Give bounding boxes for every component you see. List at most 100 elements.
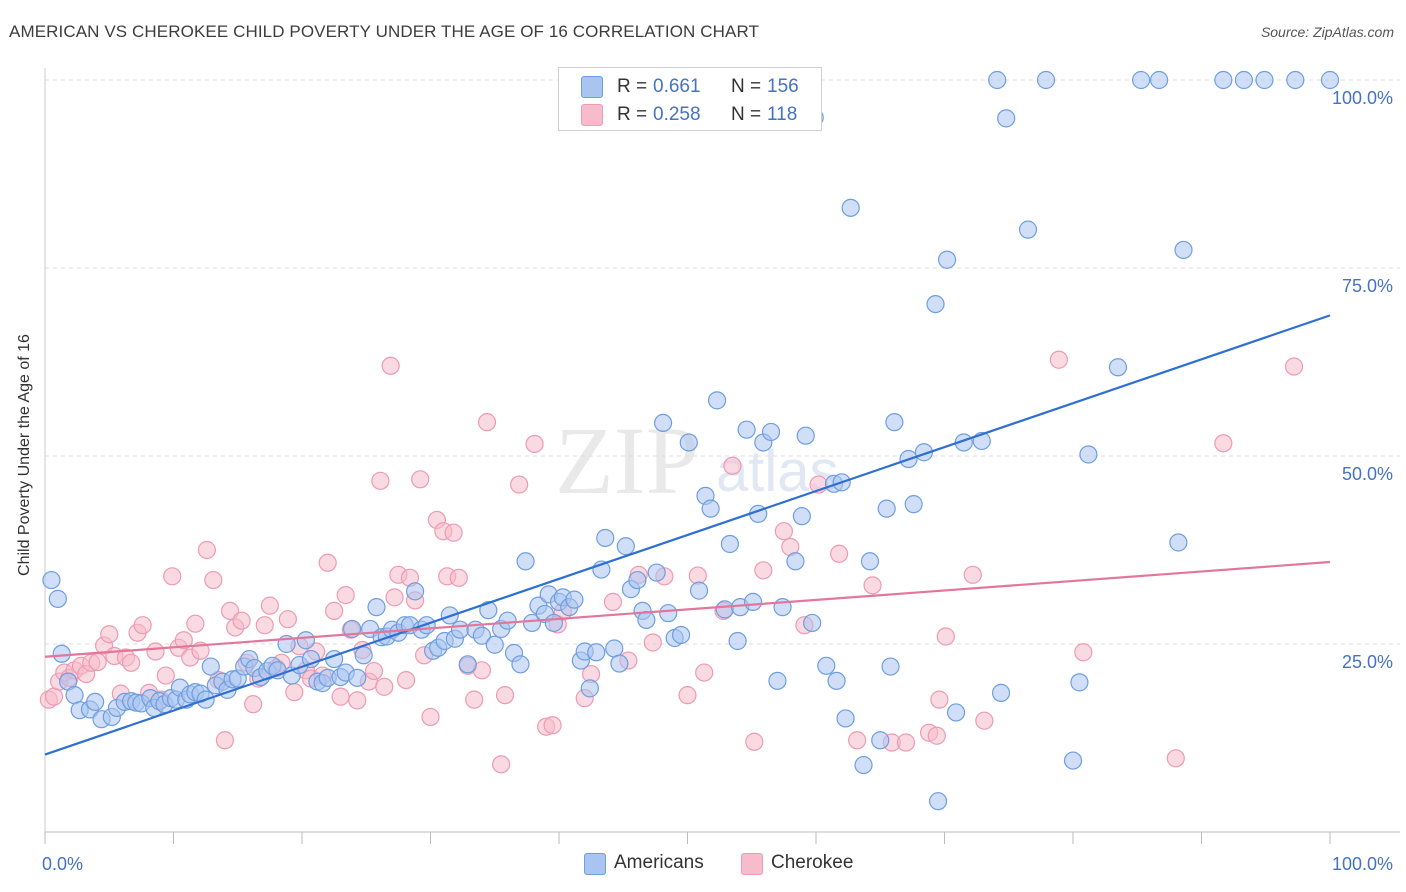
cherokee-point xyxy=(411,470,430,489)
americans-trend-line xyxy=(44,314,1331,756)
americans-point xyxy=(647,563,666,582)
cherokee-point xyxy=(421,707,440,727)
cherokee-point xyxy=(963,565,982,584)
cherokee-point xyxy=(325,601,344,621)
americans-point xyxy=(926,294,945,314)
cherokee-point xyxy=(678,686,697,705)
americans-point xyxy=(671,625,691,645)
americans-point xyxy=(458,655,477,674)
cherokee-point xyxy=(88,652,107,672)
chart-title: AMERICAN VS CHEROKEE CHILD POVERTY UNDER… xyxy=(9,22,760,41)
americans-point xyxy=(885,413,904,432)
americans-point xyxy=(659,604,678,623)
americans-point xyxy=(728,631,747,651)
americans-point xyxy=(997,109,1016,128)
cherokee-point xyxy=(477,413,497,432)
cherokee-point xyxy=(381,356,400,375)
americans-point xyxy=(871,731,890,750)
americans-point xyxy=(1286,70,1305,90)
americans-point xyxy=(1079,445,1098,464)
americans-point xyxy=(1169,533,1188,552)
cherokee-point xyxy=(754,561,773,580)
cherokee-swatch xyxy=(581,104,603,126)
x-tick-label-min: 0.0% xyxy=(42,854,83,874)
americans-point xyxy=(803,613,822,633)
americans-point xyxy=(988,70,1007,90)
americans-point xyxy=(522,613,542,633)
americans-r-value: 0.661 xyxy=(653,76,701,97)
americans-point xyxy=(715,600,734,619)
americans-point xyxy=(485,635,504,654)
n-label: N = xyxy=(731,76,762,97)
cherokee-point xyxy=(695,663,714,682)
y-tick-label: 25.0% xyxy=(1342,652,1393,672)
americans-point xyxy=(52,644,71,663)
cherokee-point xyxy=(146,642,165,661)
cherokee-point xyxy=(348,691,367,710)
cherokee-point xyxy=(364,661,384,681)
cherokee-point xyxy=(244,695,263,714)
cherokee-point xyxy=(318,553,337,572)
americans-point xyxy=(565,590,584,609)
americans-point xyxy=(991,683,1011,702)
americans-point xyxy=(1063,751,1083,770)
cherokee-point xyxy=(1074,643,1093,662)
cherokee-point xyxy=(896,733,916,752)
cherokee-swatch xyxy=(741,853,763,875)
americans-point xyxy=(854,755,873,775)
americans-point xyxy=(1108,358,1128,377)
americans-point xyxy=(689,581,709,600)
cherokee-point xyxy=(260,596,279,615)
americans-point xyxy=(796,426,815,445)
cherokee-point xyxy=(774,522,793,541)
americans-point xyxy=(596,528,615,548)
americans-point xyxy=(1255,70,1274,90)
cherokee-point xyxy=(975,711,994,730)
cherokee-point xyxy=(285,683,304,702)
americans-point xyxy=(720,534,740,554)
cherokee-point xyxy=(232,611,251,630)
cherokee-point xyxy=(121,653,141,672)
cherokee-point xyxy=(163,567,182,586)
cherokee-point xyxy=(215,731,234,750)
y-tick-label: 100.0% xyxy=(1332,88,1393,108)
cherokee-point xyxy=(449,568,468,587)
cherokee-point xyxy=(688,566,707,585)
y-tick-label: 50.0% xyxy=(1342,464,1393,484)
cherokee-point xyxy=(465,690,484,709)
americans-point xyxy=(637,610,656,630)
cherokee-point xyxy=(44,687,64,706)
source-label: Source: ZipAtlas.com xyxy=(1260,24,1394,40)
cherokee-point xyxy=(927,726,946,745)
tick-labels: 25.0% 50.0% 75.0% 100.0% 0.0% 100.0% xyxy=(42,88,1393,874)
americans-point xyxy=(836,709,855,728)
trend-lines xyxy=(44,314,1331,756)
americans-swatch xyxy=(584,853,606,875)
cherokee-point xyxy=(745,732,764,751)
grid-lines xyxy=(45,79,1400,645)
americans-legend-label: Americans xyxy=(614,852,704,873)
americans-point xyxy=(511,655,530,674)
cherokee-point xyxy=(186,614,205,633)
americans-point xyxy=(367,598,386,617)
r-label: R = xyxy=(617,76,648,97)
cherokee-point xyxy=(197,540,217,560)
cherokee-point xyxy=(848,731,867,750)
americans-point xyxy=(86,692,105,712)
cherokee-point xyxy=(830,544,849,563)
cherokee-point xyxy=(133,616,152,635)
americans-point xyxy=(616,537,635,556)
americans-point xyxy=(928,792,948,811)
watermark-zip: ZIP xyxy=(555,407,699,514)
americans-point xyxy=(65,686,84,705)
cherokee-point xyxy=(331,687,350,706)
cherokee-point xyxy=(444,523,463,542)
cherokee-point xyxy=(603,592,623,611)
y-tick-label: 75.0% xyxy=(1342,276,1393,296)
americans-point xyxy=(946,703,966,722)
americans-point xyxy=(1070,673,1089,692)
americans-point xyxy=(201,657,220,676)
americans-point xyxy=(48,589,67,608)
cherokee-point xyxy=(1284,357,1304,376)
